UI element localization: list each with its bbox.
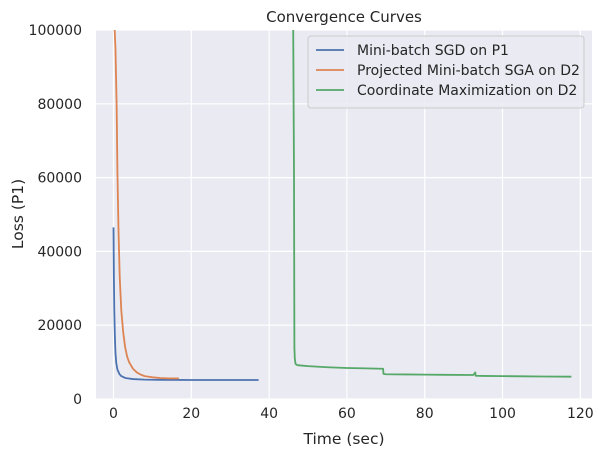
y-tick-label: 40000	[37, 244, 82, 260]
x-tick-label: 60	[338, 406, 356, 422]
legend: Mini-batch SGD on P1 Projected Mini-batch…	[307, 35, 585, 109]
y-tick-label: 60000	[37, 171, 82, 187]
tick-labels: 0 20 40 60 80 100 120 0 20000 40000 60000 80000 1000…	[29, 23, 594, 422]
legend-label-3: Coordinate Maximization on D2	[357, 83, 577, 99]
series-layer	[112, 30, 572, 381]
y-tick-label: 80000	[37, 97, 82, 113]
series-line-2	[113, 30, 179, 380]
chart-title: Convergence Curves	[266, 8, 422, 26]
x-tick-label: 120	[567, 406, 594, 422]
legend-box	[307, 35, 585, 109]
x-tick-label: 100	[489, 406, 516, 422]
x-tick-label: 20	[182, 406, 200, 422]
y-tick-label: 20000	[37, 318, 82, 334]
grid-lines	[96, 29, 592, 400]
legend-label-1: Mini-batch SGD on P1	[357, 43, 509, 59]
x-axis-label: Time (sec)	[302, 430, 384, 448]
x-tick-label: 40	[260, 406, 278, 422]
y-axis-label: Loss (P1)	[9, 179, 27, 249]
legend-label-2: Projected Mini-batch SGA on D2	[357, 63, 580, 79]
y-tick-label: 0	[73, 392, 82, 408]
x-tick-label: 80	[416, 406, 434, 422]
series-line-1	[112, 227, 259, 381]
y-tick-label: 100000	[29, 23, 82, 39]
series-line-3	[292, 30, 572, 378]
x-tick-label: 0	[109, 406, 118, 422]
